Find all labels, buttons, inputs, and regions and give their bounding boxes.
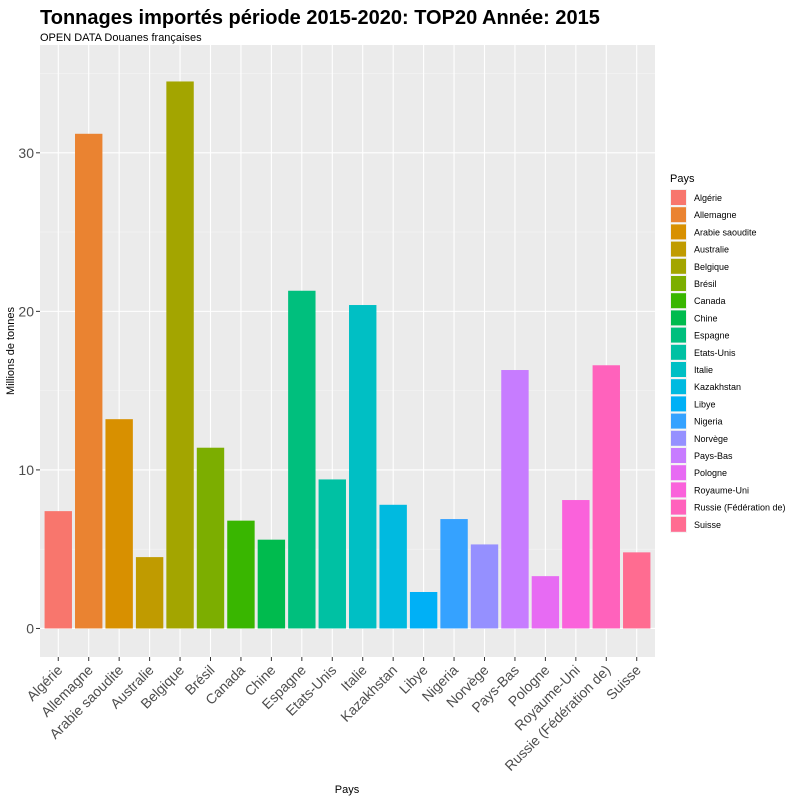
legend-label: Arabie saoudite bbox=[694, 227, 757, 237]
x-axis-title: Pays bbox=[335, 784, 360, 796]
bar bbox=[623, 552, 651, 629]
plot-panel bbox=[40, 45, 655, 657]
legend-label: Kazakhstan bbox=[694, 382, 741, 392]
bar bbox=[470, 544, 499, 629]
legend-label: Chine bbox=[694, 313, 718, 323]
legend-swatch bbox=[671, 344, 686, 360]
legend-swatch bbox=[671, 379, 686, 395]
bar bbox=[196, 447, 225, 629]
bar bbox=[257, 539, 286, 629]
bar bbox=[318, 479, 346, 629]
bar bbox=[531, 576, 560, 629]
legend-label: Libye bbox=[694, 399, 716, 409]
legend-swatch bbox=[671, 241, 686, 257]
legend-swatch bbox=[671, 293, 686, 309]
legend-label: Brésil bbox=[694, 279, 717, 289]
bar bbox=[105, 419, 133, 629]
legend-label: Nigeria bbox=[694, 417, 723, 427]
legend-swatch bbox=[671, 430, 686, 446]
legend-swatch bbox=[671, 258, 686, 274]
legend-swatch bbox=[671, 499, 686, 515]
bar bbox=[501, 370, 529, 629]
legend-label: Royaume-Uni bbox=[694, 485, 749, 495]
legend-label: Pologne bbox=[694, 468, 727, 478]
bar bbox=[409, 591, 438, 629]
legend: Pays Algérie Allemagne Arabie saoudite Aust… bbox=[670, 173, 786, 533]
legend-swatch bbox=[671, 396, 686, 412]
legend-swatch bbox=[671, 516, 686, 532]
legend-swatch bbox=[671, 224, 686, 240]
legend-label: Algérie bbox=[694, 193, 722, 203]
legend-swatch bbox=[671, 362, 686, 377]
chart-subtitle: OPEN DATA Douanes françaises bbox=[40, 32, 202, 44]
legend-swatch bbox=[671, 327, 686, 343]
bar bbox=[440, 519, 468, 629]
y-axis: 0 10 20 30 bbox=[18, 145, 40, 636]
legend-label: Suisse bbox=[694, 520, 721, 530]
legend-label: Allemagne bbox=[694, 210, 737, 220]
x-tick-label: Suisse bbox=[603, 662, 644, 703]
legend-swatch bbox=[671, 310, 686, 326]
chart-title: Tonnages importés période 2015-2020: TOP… bbox=[40, 7, 600, 29]
bars bbox=[44, 81, 651, 629]
bar bbox=[135, 557, 164, 629]
legend-label: Italie bbox=[694, 365, 713, 375]
bar bbox=[349, 305, 377, 629]
y-tick-label: 0 bbox=[26, 620, 34, 636]
legend-swatch bbox=[671, 413, 686, 429]
legend-label: Belgique bbox=[694, 262, 729, 272]
legend-label: Canada bbox=[694, 296, 726, 306]
legend-label: Australie bbox=[694, 245, 729, 255]
legend-label: Pays-Bas bbox=[694, 451, 733, 461]
legend-label: Espagne bbox=[694, 331, 730, 341]
y-axis-title: Millions de tonnes bbox=[5, 306, 17, 395]
legend-swatch bbox=[671, 276, 686, 291]
legend-label: Russie (Fédération de) bbox=[694, 503, 786, 513]
bar bbox=[44, 511, 72, 629]
legend-label: Etats-Unis bbox=[694, 348, 736, 358]
bar bbox=[379, 504, 407, 629]
y-tick-label: 10 bbox=[18, 462, 34, 478]
legend-swatch bbox=[671, 448, 686, 463]
bar bbox=[288, 290, 316, 629]
legend-swatch bbox=[671, 482, 686, 498]
x-tick-label: Kazakhstan bbox=[337, 662, 400, 725]
bar bbox=[562, 500, 590, 629]
legend-label: Norvège bbox=[694, 434, 728, 444]
legend-swatch bbox=[671, 465, 686, 481]
bar bbox=[592, 365, 620, 629]
y-tick-label: 30 bbox=[18, 145, 34, 161]
legend-swatch bbox=[671, 207, 686, 223]
y-tick-label: 20 bbox=[18, 303, 34, 319]
bar bbox=[227, 520, 255, 629]
bar bbox=[75, 133, 103, 629]
legend-swatch bbox=[671, 190, 686, 205]
legend-title: Pays bbox=[670, 173, 695, 185]
bar bbox=[166, 81, 194, 629]
